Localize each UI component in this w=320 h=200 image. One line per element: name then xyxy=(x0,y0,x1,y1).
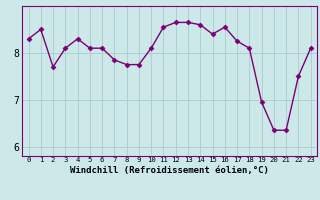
X-axis label: Windchill (Refroidissement éolien,°C): Windchill (Refroidissement éolien,°C) xyxy=(70,166,269,175)
